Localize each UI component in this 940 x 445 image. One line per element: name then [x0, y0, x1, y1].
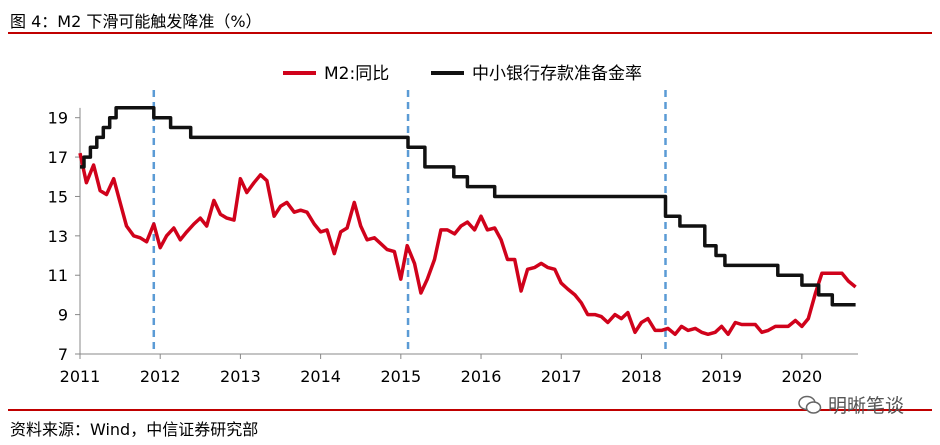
x-tick-label: 2017: [541, 367, 582, 386]
x-tick-label: 2018: [621, 367, 662, 386]
y-tick-label: 17: [48, 148, 68, 167]
x-ticks: 2011 2012 2013 2014 2015 2016 2017 2018 2019 2020: [60, 354, 822, 386]
watermark-text: 明晰笔谈: [828, 395, 905, 417]
x-tick-label: 2019: [701, 367, 742, 386]
x-tick-label: 2011: [60, 367, 101, 386]
x-tick-label: 2014: [300, 367, 341, 386]
y-tick-label: 13: [48, 227, 68, 246]
source-note: 资料来源：Wind，中信证券研究部: [10, 420, 259, 439]
bottom-divider: [8, 409, 932, 411]
top-divider: [8, 32, 932, 34]
m2-yoy-line: [78, 152, 857, 337]
legend-rrr-label: 中小银行存款准备金率: [472, 64, 642, 84]
event-lines: [152, 90, 667, 354]
y-tick-label: 11: [48, 266, 68, 285]
x-tick-label: 2013: [220, 367, 261, 386]
x-tick-label: 2015: [380, 367, 421, 386]
y-tick-label: 15: [48, 187, 68, 206]
watermark: 明晰笔谈: [798, 391, 904, 418]
y-ticks: 7 9 11 13 15 17 19: [48, 109, 80, 364]
series-lines: [78, 106, 857, 337]
x-tick-label: 2016: [461, 367, 502, 386]
legend: M2:同比 中小银行存款准备金率: [283, 64, 642, 84]
legend-m2-label: M2:同比: [324, 64, 389, 84]
x-tick-label: 2020: [781, 367, 822, 386]
rrr-line: [80, 106, 856, 307]
chart-title: 图 4：M2 下滑可能触发降准（%）: [10, 12, 262, 31]
y-tick-label: 9: [58, 306, 68, 325]
x-tick-label: 2012: [140, 367, 181, 386]
wechat-icon: [798, 395, 822, 414]
y-tick-label: 19: [48, 109, 68, 128]
y-tick-label: 7: [58, 345, 68, 364]
